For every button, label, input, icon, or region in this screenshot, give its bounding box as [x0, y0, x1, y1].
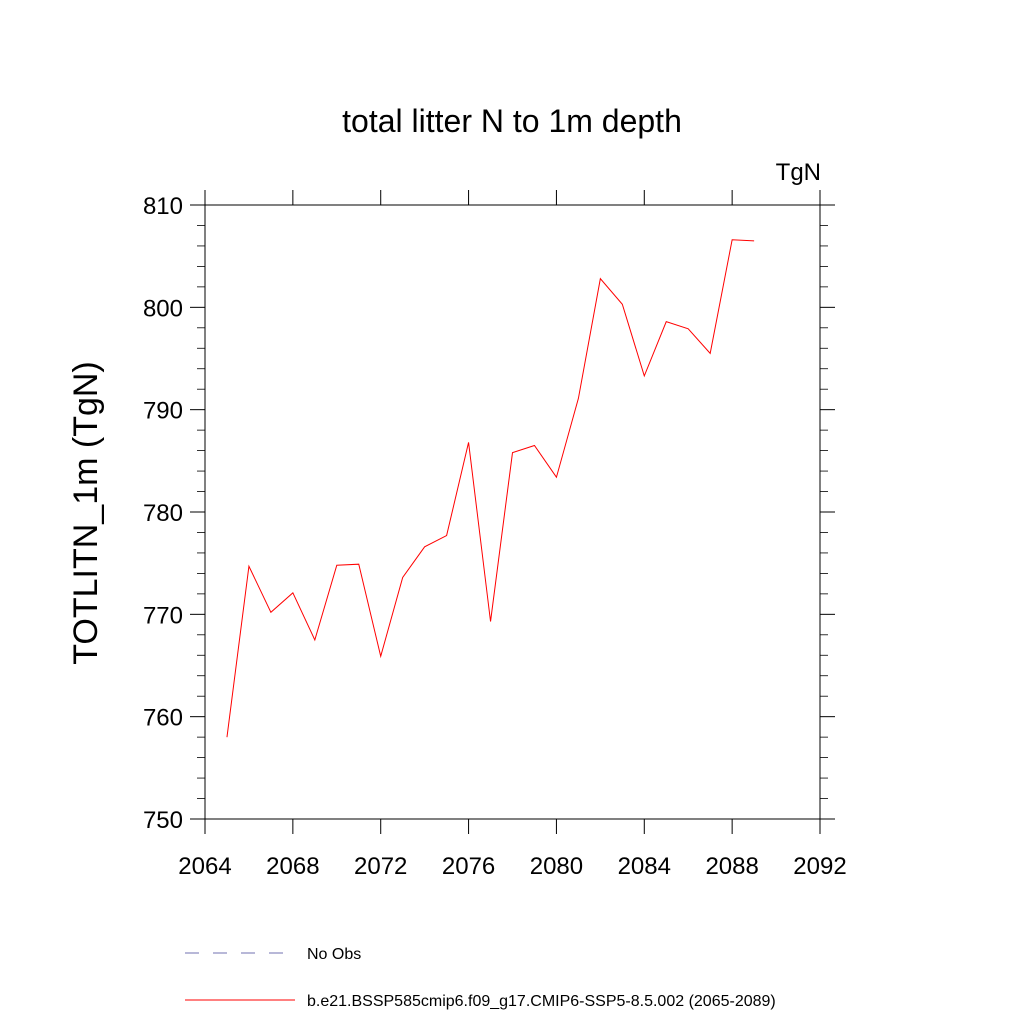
y-tick-label: 790 [143, 398, 183, 425]
x-tick-labels: 2064 2068 2072 2076 2080 2084 2088 2092 [178, 853, 846, 880]
x-tick-label: 2072 [354, 853, 407, 880]
y-tick-label: 800 [143, 295, 183, 322]
x-tick-label: 2068 [266, 853, 319, 880]
y-tick-labels: 750 760 770 780 790 800 810 [143, 193, 183, 834]
legend-label-model-run: b.e21.BSSP585cmip6.f09_g17.CMIP6-SSP5-8.… [307, 993, 776, 1010]
chart-title: total litter N to 1m depth [342, 103, 682, 139]
series-lines [226, 239, 755, 738]
y-axis-label: TOTLITN_1m (TgN) [67, 361, 105, 665]
x-tick-label: 2084 [618, 853, 671, 880]
y-tick-label: 760 [143, 705, 183, 732]
plot-frame [204, 204, 821, 820]
x-tick-label: 2088 [705, 853, 758, 880]
units-label: TgN [776, 159, 821, 186]
y-tick-label: 770 [143, 602, 183, 629]
y-tick-label: 780 [143, 500, 183, 527]
x-tick-label: 2080 [530, 853, 583, 880]
y-tick-label: 810 [143, 193, 183, 220]
x-tick-label: 2076 [442, 853, 495, 880]
y-tick-label: 750 [143, 807, 183, 834]
x-tick-label: 2092 [793, 853, 846, 880]
minor-ticks [197, 225, 828, 799]
series-line-1 [226, 239, 755, 738]
major-ticks [190, 190, 835, 834]
legend-label-no-obs: No Obs [307, 946, 361, 963]
legend: No Obs b.e21.BSSP585cmip6.f09_g17.CMIP6-… [185, 946, 776, 1010]
x-tick-label: 2064 [178, 853, 231, 880]
